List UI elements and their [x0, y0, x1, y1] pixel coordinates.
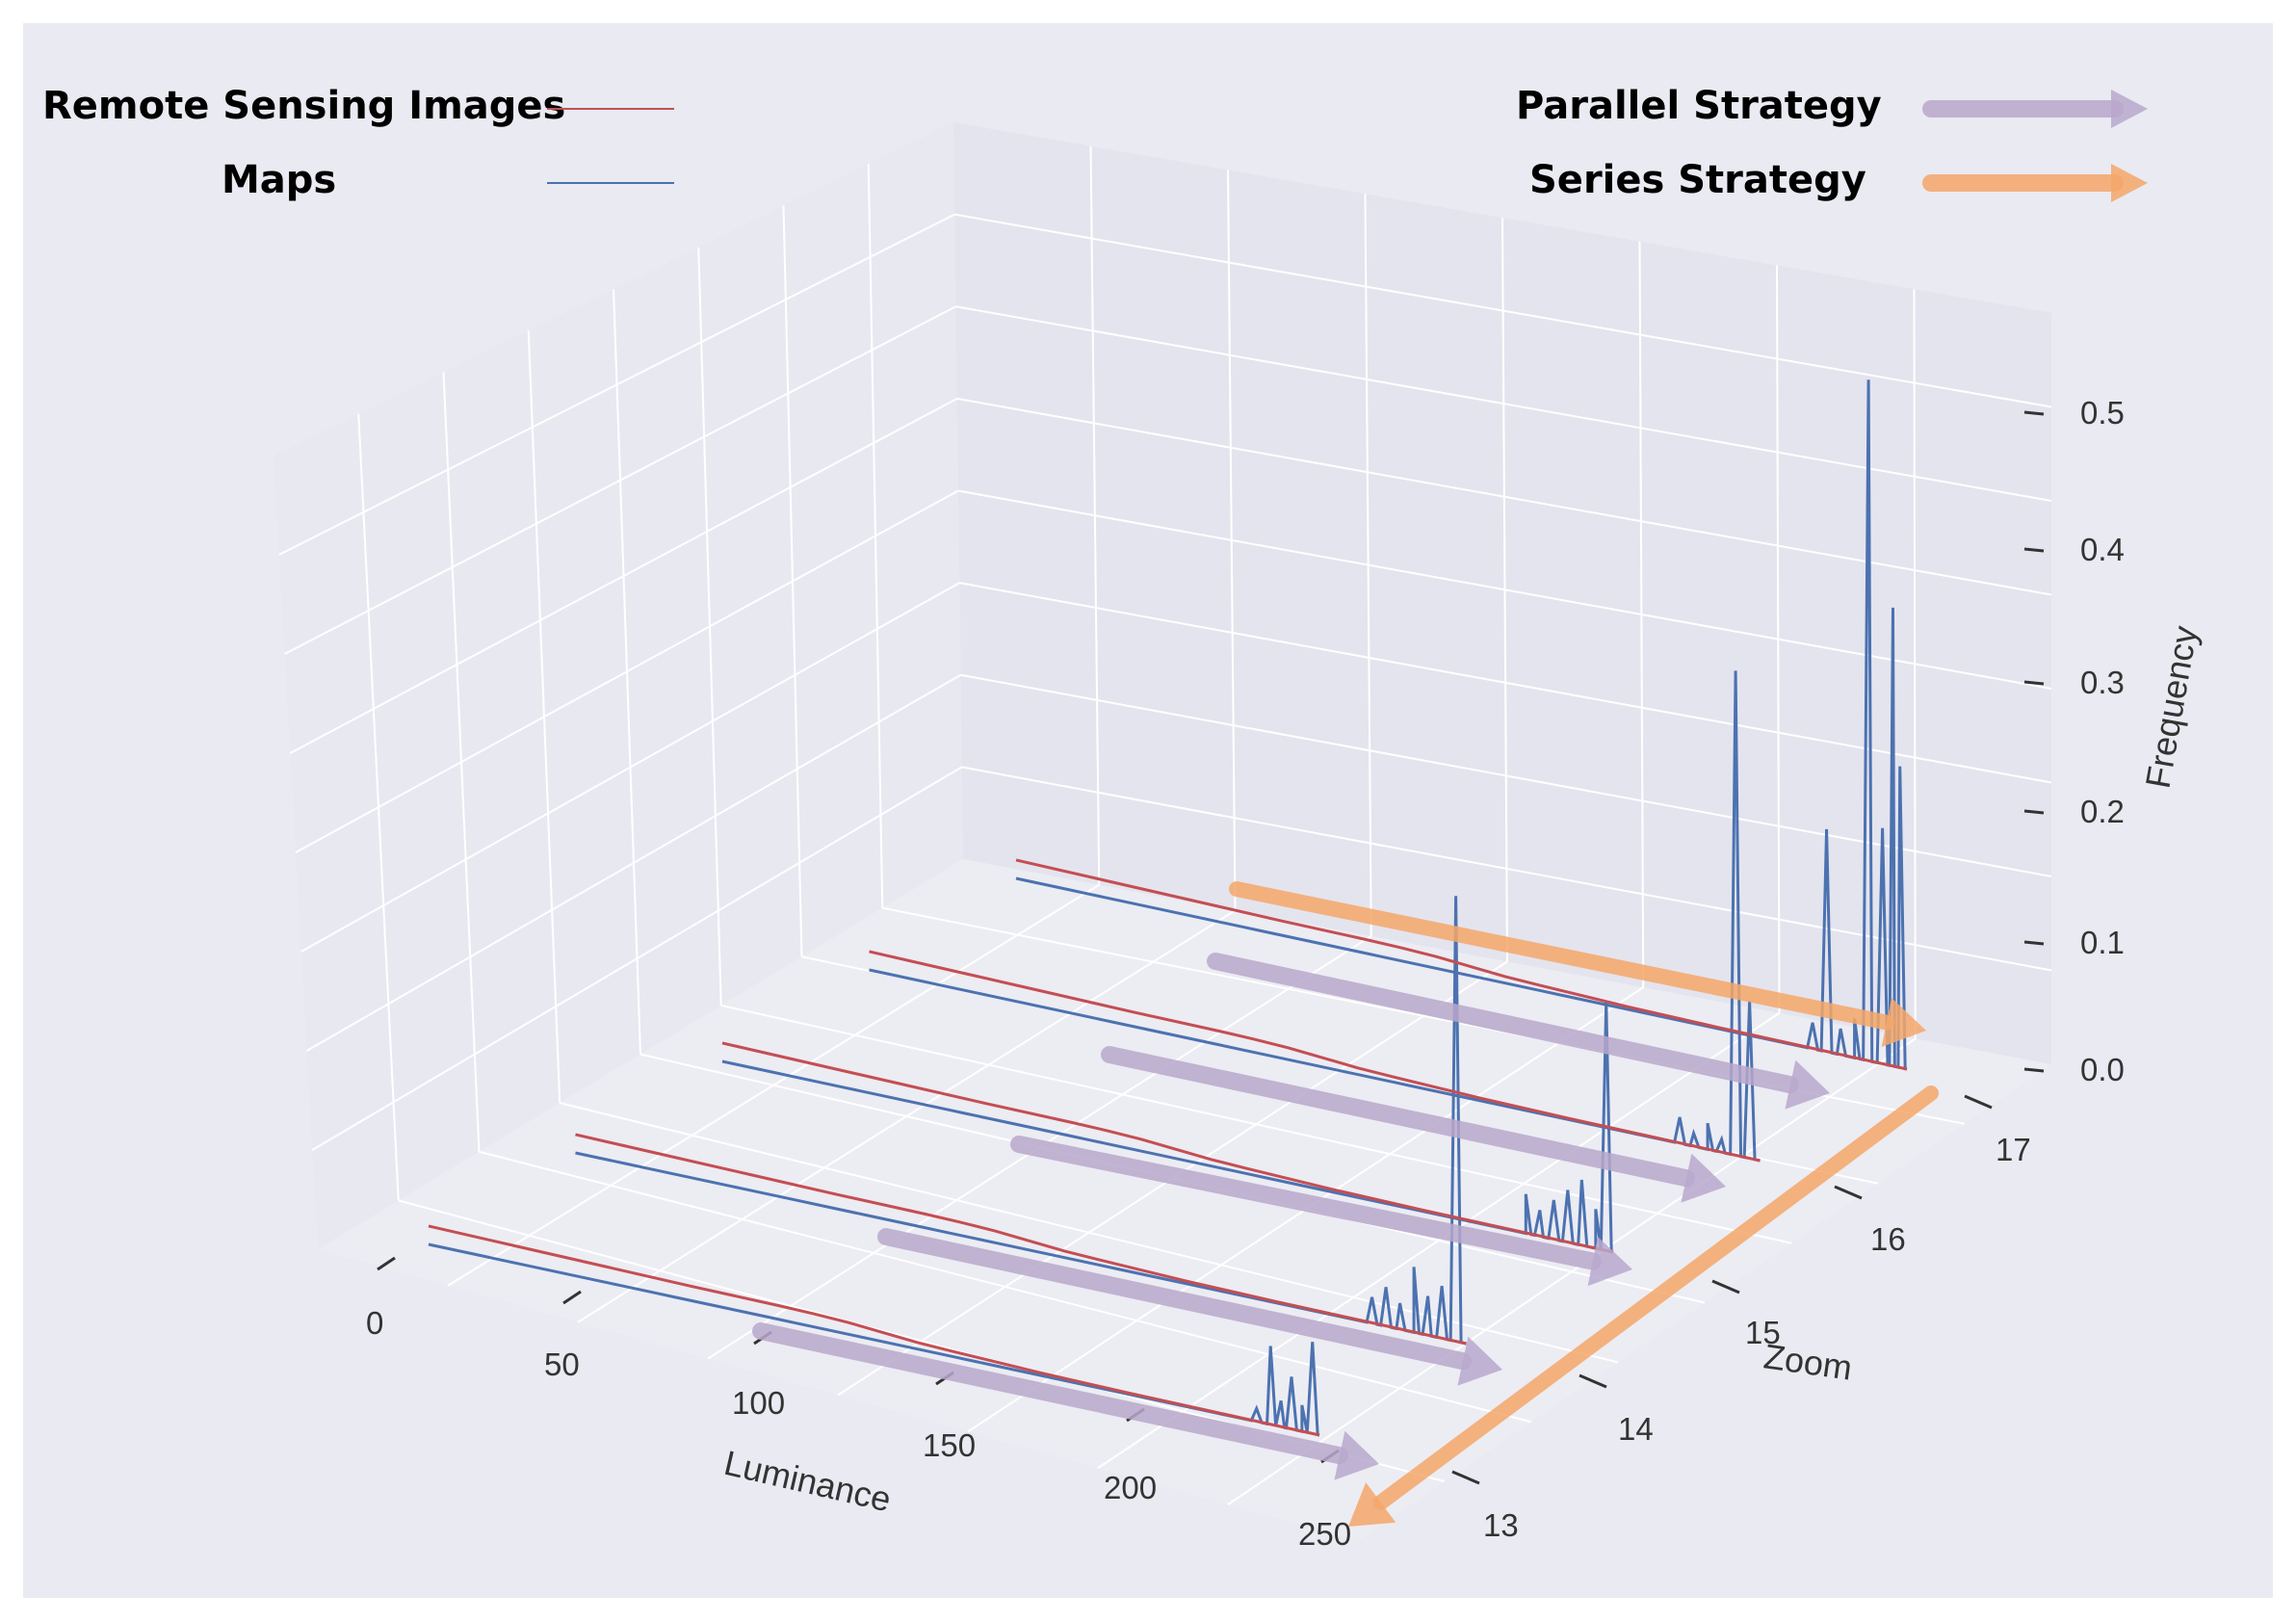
- remote-sensing-curve: [869, 950, 1761, 1163]
- z-tick: [2023, 940, 2045, 946]
- x-tick-label: 100: [732, 1385, 785, 1421]
- x-tick: [377, 1256, 396, 1271]
- z-tick-label: 0.3: [2080, 665, 2125, 700]
- parallel-strategy-arrow: [1207, 953, 1799, 1094]
- grid-line: [720, 1004, 1792, 1244]
- parallel-strategy-arrow: [1101, 1046, 1695, 1188]
- series-strategy-arrow: [1372, 1085, 1939, 1510]
- series-group: [428, 379, 1908, 1437]
- remote-sensing-curve: [721, 1041, 1614, 1254]
- z-tick: [2023, 809, 2045, 815]
- legend-arrow-parallel: [1922, 90, 2148, 128]
- strategy-arrows: [752, 881, 1939, 1527]
- z-tick: [2023, 1067, 2045, 1073]
- y-tick: [1451, 1470, 1480, 1485]
- legend-label-series: Series Strategy: [1529, 158, 1866, 202]
- grid-line: [295, 489, 959, 853]
- z-tick: [2023, 410, 2045, 416]
- x-tick-label: 200: [1104, 1470, 1157, 1505]
- x-tick: [562, 1290, 582, 1305]
- x-tick-label: 250: [1298, 1516, 1351, 1552]
- z-tick: [2023, 547, 2045, 553]
- grid-line: [311, 766, 963, 1151]
- y-tick: [1964, 1094, 1993, 1110]
- parallel-strategy-arrow: [1010, 1136, 1602, 1270]
- legend-label-remote-sensing: Remote Sensing Images: [42, 84, 565, 128]
- y-tick-label: 16: [1870, 1221, 1906, 1257]
- parallel-strategy-arrow-head: [1681, 1153, 1726, 1203]
- grid-line: [697, 247, 722, 1006]
- floor-pane: [318, 859, 2051, 1541]
- z-tick: [2023, 680, 2045, 686]
- y-tick-label: 14: [1618, 1411, 1654, 1447]
- legend-label-parallel: Parallel Strategy: [1516, 84, 1882, 128]
- legend-series-arrow-shape-head: [2111, 164, 2148, 202]
- y-tick: [1578, 1373, 1607, 1389]
- remote-sensing-curve: [1015, 858, 1908, 1071]
- legend-parallel-arrow-shape-head: [2111, 90, 2148, 128]
- parallel-strategy-arrow-head: [1587, 1237, 1632, 1287]
- parallel-strategy-arrow: [752, 1322, 1348, 1465]
- series-strategy-arrow: [1229, 881, 1894, 1031]
- y-tick-label: 17: [1996, 1132, 2031, 1167]
- grid-line: [1097, 1011, 1781, 1470]
- z-tick-label: 0.5: [2080, 395, 2125, 431]
- z-tick-label: 0.4: [2080, 532, 2125, 567]
- y-tick-label: 15: [1745, 1315, 1781, 1350]
- y-tick: [1711, 1279, 1740, 1294]
- x-tick-label: 150: [923, 1427, 976, 1463]
- grid-line: [782, 205, 803, 957]
- z-tick-label: 0.2: [2080, 794, 2125, 829]
- grid-line: [1776, 265, 1781, 1013]
- grid-line: [867, 164, 884, 908]
- maps-curve: [721, 1002, 1614, 1254]
- series-strategy-arrow-head: [1348, 1482, 1396, 1527]
- grid-line: [1638, 241, 1645, 988]
- series-strategy-arrow-head: [1881, 998, 1926, 1048]
- x-tick-label: 50: [544, 1346, 580, 1382]
- legend-label-maps: Maps: [222, 158, 336, 202]
- y-tick-label: 13: [1483, 1507, 1519, 1543]
- remote-sensing-curve: [428, 1224, 1320, 1437]
- maps-curve: [428, 1242, 1320, 1437]
- grid-line: [300, 582, 960, 953]
- x-tick-label: 0: [366, 1305, 383, 1341]
- maps-curve: [1015, 379, 1908, 1071]
- parallel-strategy-arrow-head: [1785, 1059, 1830, 1110]
- z-tick-label: 0.0: [2080, 1052, 2125, 1087]
- axes: 0 50 100 150 200 250 13 14 15 16 17 0.0 0.1 0.2 0.3 0.4…: [366, 395, 2125, 1552]
- grid-line: [961, 766, 2052, 972]
- grid-line: [306, 673, 961, 1052]
- parallel-strategy-arrow: [877, 1228, 1472, 1371]
- grid-line: [1913, 289, 1917, 1039]
- grid-line: [1227, 1037, 1917, 1505]
- remote-sensing-curve: [575, 1133, 1467, 1346]
- parallel-strategy-arrow-head: [1457, 1336, 1502, 1386]
- legend: Remote Sensing Images Maps Parallel Stra…: [42, 84, 2148, 202]
- parallel-strategy-arrow-head: [1334, 1430, 1379, 1480]
- z-tick-label: 0.1: [2080, 925, 2125, 960]
- y-tick: [1834, 1185, 1863, 1200]
- grid-lines: [278, 145, 2052, 1505]
- legend-arrow-series: [1922, 164, 2148, 202]
